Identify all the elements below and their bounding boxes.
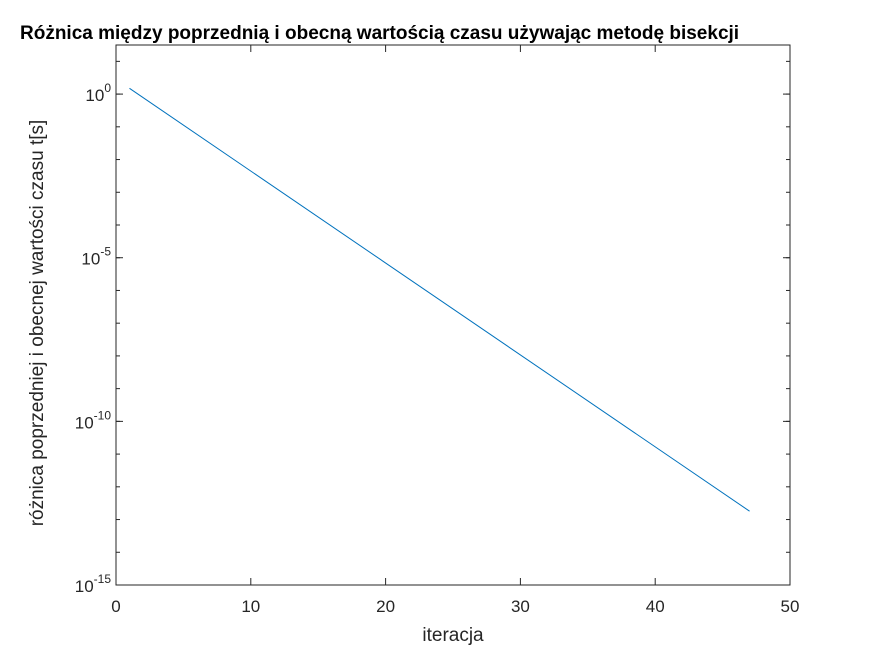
x-axis-label: iteracja: [422, 625, 484, 646]
x-tick-label: 20: [376, 597, 395, 616]
y-axis-label: różnica poprzedniej i obecnej wartości c…: [27, 120, 48, 527]
series-layer: [129, 87, 750, 512]
x-tick-label: 10: [241, 597, 260, 616]
plot-area: [116, 45, 790, 585]
y-tick-label: 100: [85, 81, 111, 105]
x-tick-label: 50: [781, 597, 800, 616]
series-line-0: [129, 87, 750, 512]
x-tick-label: 40: [646, 597, 665, 616]
y-tick-label: 10-10: [75, 408, 112, 432]
chart-title: Różnica między poprzednią i obecną warto…: [20, 23, 739, 44]
x-tick-label: 30: [511, 597, 530, 616]
y-tick-label: 10-5: [81, 245, 111, 269]
tick-labels: 0 10 20 30 40 50 100 10-5 10-10 10-15: [75, 81, 800, 616]
x-tick-label: 0: [111, 597, 120, 616]
axes-box: [115, 44, 791, 586]
y-tick-label: 10-15: [75, 572, 112, 596]
